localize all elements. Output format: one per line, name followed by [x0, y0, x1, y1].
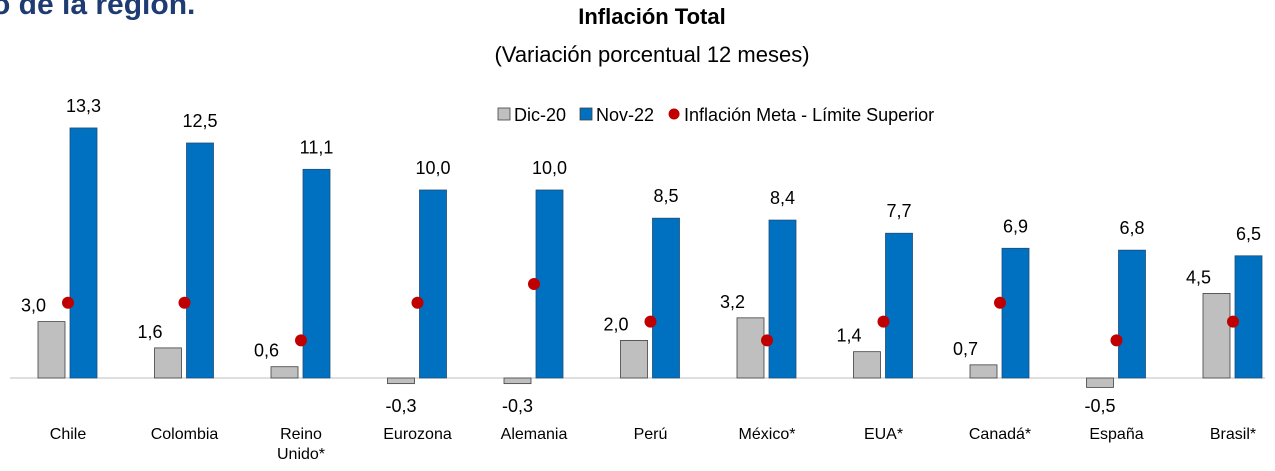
- bar: [620, 339, 648, 379]
- target-dot: [644, 315, 657, 328]
- bar: [1001, 247, 1030, 379]
- bar: [736, 317, 765, 379]
- bar: [419, 189, 447, 379]
- legend-label: Inflación Meta - Límite Superior: [684, 105, 934, 125]
- target-dot: [62, 296, 74, 309]
- target-dot: [877, 315, 890, 328]
- value-label: 8,5: [653, 186, 678, 206]
- target-dot: [528, 278, 540, 290]
- x-tick-label: Eurozona: [383, 426, 452, 443]
- legend-label: Dic-20: [514, 105, 566, 125]
- bar: [853, 351, 881, 379]
- value-label: 3,2: [720, 292, 745, 312]
- target-dot: [1227, 315, 1239, 328]
- value-label: 12,5: [182, 111, 217, 131]
- target-dot: [411, 296, 424, 309]
- x-tick-label: Colombia: [150, 426, 219, 443]
- bar: [768, 219, 797, 379]
- bar: [1234, 255, 1263, 379]
- x-tick-label: EUA*: [863, 426, 904, 443]
- chart-subtitle: (Variación porcentual 12 meses): [494, 42, 809, 67]
- x-tick-label: Brasil*: [1209, 426, 1257, 443]
- bar: [186, 142, 214, 379]
- target-dot: [295, 334, 307, 347]
- heading: o de la región.: [0, 0, 195, 21]
- bar: [1118, 249, 1146, 379]
- value-label: 1,4: [836, 326, 861, 346]
- value-label: 11,1: [300, 137, 334, 157]
- legend-marker: [497, 107, 511, 121]
- bar: [1202, 292, 1231, 379]
- legend-marker: [668, 108, 680, 120]
- value-label: 4,5: [1186, 267, 1211, 287]
- value-label: 3,0: [21, 296, 46, 316]
- target-dot: [1110, 334, 1123, 347]
- x-tick-label: Canadá*: [968, 426, 1032, 443]
- value-label: 6,5: [1236, 224, 1261, 244]
- value-label: 6,9: [1003, 216, 1028, 236]
- bar: [302, 168, 331, 379]
- value-label: 6,8: [1119, 218, 1144, 238]
- value-label: 10,0: [532, 158, 567, 178]
- bar: [270, 366, 299, 379]
- x-tick-label: Chile: [49, 426, 87, 443]
- value-label: 0,6: [254, 341, 279, 361]
- value-label: -0,5: [1084, 396, 1115, 416]
- bar: [37, 321, 66, 379]
- legend-label: Nov-22: [596, 105, 654, 125]
- bar: [652, 217, 680, 379]
- bar: [387, 377, 415, 385]
- x-tick-label: Perú: [633, 426, 668, 443]
- legend-marker: [579, 107, 593, 121]
- x-tick-label: Reino Unido*: [276, 426, 326, 463]
- value-label: 2,0: [603, 314, 628, 334]
- value-label: 1,6: [137, 322, 162, 342]
- bar: [535, 189, 564, 379]
- bar: [885, 232, 913, 379]
- value-label: -0,3: [502, 396, 533, 416]
- bar: [969, 364, 998, 379]
- target-dot: [178, 296, 191, 309]
- x-tick-label: Alemania: [500, 426, 568, 443]
- target-dot: [761, 334, 773, 347]
- bar: [154, 347, 182, 379]
- value-label: 10,0: [415, 158, 450, 178]
- bar: [1086, 377, 1114, 388]
- x-tick-label: México*: [738, 426, 796, 443]
- bar: [69, 127, 98, 379]
- target-dot: [994, 296, 1006, 309]
- value-label: 8,4: [770, 188, 795, 208]
- value-label: 7,7: [886, 201, 911, 221]
- value-label: 13,3: [66, 96, 101, 116]
- bar: [503, 377, 532, 385]
- value-label: -0,3: [385, 396, 416, 416]
- chart-title: Inflación Total: [578, 4, 725, 29]
- x-tick-label: España: [1089, 426, 1144, 443]
- value-label: 0,7: [953, 339, 978, 359]
